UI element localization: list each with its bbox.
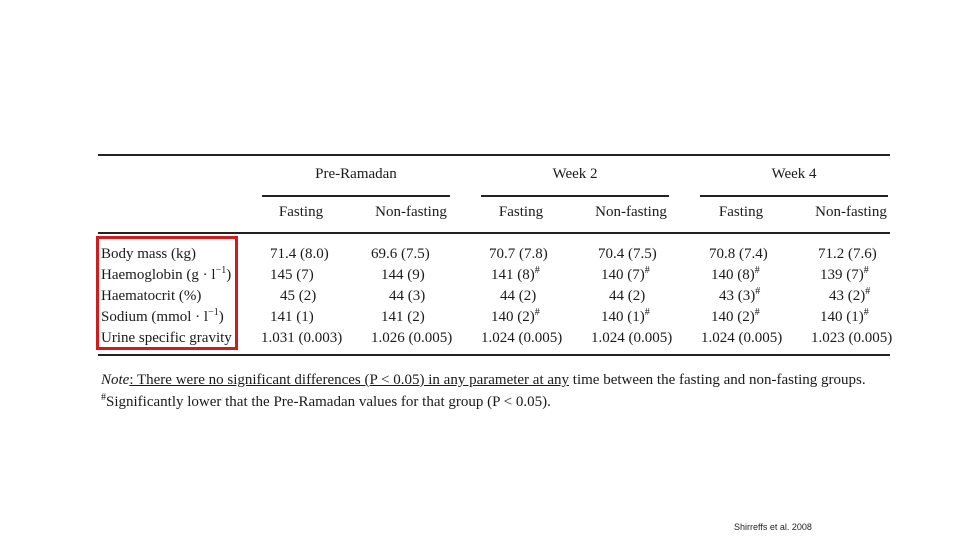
citation: Shirreffs et al. 2008 [734,522,812,532]
table-cell: 139 (7)# [820,265,869,284]
group-underline [481,195,669,197]
table-cell: 1.026 (0.005) [371,330,453,346]
table-cell: 141 (8)# [491,265,540,284]
table-cell: 69.6 (7.5) [371,246,430,262]
table-cell: 140 (2)# [711,307,760,326]
table-cell: 43 (2)# [829,286,871,305]
subheader-non-fasting: Non-fasting [375,204,447,220]
significance-mark: # [534,265,540,276]
table-row: Haemoglobin (g · l−1) 145 (7) 144 (9) 14… [101,265,891,288]
row-label: Haemoglobin (g · l−1) [101,265,232,284]
table-cell: 140 (8)# [711,265,760,284]
table-cell: 44 (3) [389,288,426,304]
table-cell: 1.024 (0.005) [591,330,673,346]
table-row: Haematocrit (%) 45 (2) 44 (3) 44 (2) 44 … [101,286,891,309]
significance-mark: # [644,307,650,318]
table-cell: 1.024 (0.005) [481,330,563,346]
group-header-pre-ramadan: Pre-Ramadan [315,166,397,182]
table-cell: 140 (7)# [601,265,650,284]
group-header-week-2: Week 2 [552,166,598,182]
table-row: Urine specific gravity 1.031 (0.003) 1.0… [101,330,893,351]
table-cell: 44 (2) [500,288,537,304]
table-row: Body mass (kg) 71.4 (8.0) 69.6 (7.5) 70.… [101,246,891,267]
table-cell: 141 (1) [270,309,314,325]
group-underline [700,195,888,197]
row-label: Sodium (mmol · l−1) [101,307,224,326]
subheader-non-fasting: Non-fasting [815,204,887,220]
table-top-rule [98,154,890,156]
significance-mark: # [863,307,869,318]
subheader-fasting: Fasting [718,204,764,220]
table-cell: 1.024 (0.005) [701,330,783,346]
highlight-box [96,236,238,350]
table-cell: 145 (7) [270,267,314,283]
table-bottom-rule [98,354,890,356]
table-row: Sodium (mmol · l−1) 141 (1) 141 (2) 140 … [101,307,891,330]
table-cell: 70.4 (7.5) [598,246,657,262]
table-cell: 70.7 (7.8) [489,246,548,262]
table-cell: 70.8 (7.4) [709,246,768,262]
subheader-non-fasting: Non-fasting [595,204,667,220]
table-cell: 1.031 (0.003) [261,330,343,346]
row-label: Urine specific gravity [101,330,232,346]
significance-mark: # [754,265,760,276]
significance-mark: # [534,307,540,318]
group-header-week-4: Week 4 [771,166,817,182]
table-header-rule [98,232,890,234]
significance-mark: # [754,307,760,318]
subheader-fasting: Fasting [278,204,324,220]
significance-mark: # [644,265,650,276]
row-label: Haematocrit (%) [101,288,202,304]
table-cell: 1.023 (0.005) [811,330,893,346]
significance-mark: # [863,265,869,276]
significance-mark: # [755,286,761,297]
table-cell: 141 (2) [381,309,425,325]
table-cell: 140 (1)# [820,307,869,326]
table-cell: 45 (2) [280,288,317,304]
significance-mark: # [865,286,871,297]
row-label: Body mass (kg) [101,246,196,262]
table-cell: 44 (2) [609,288,646,304]
table-note: Note: There were no significant differen… [101,372,866,388]
table-cell: 144 (9) [381,267,425,283]
significance-mark: # [101,392,106,403]
table-cell: 140 (1)# [601,307,650,326]
table-cell: 71.2 (7.6) [818,246,877,262]
group-underline [262,195,450,197]
table-cell: 43 (3)# [719,286,761,305]
subheader-fasting: Fasting [498,204,544,220]
table-cell: 140 (2)# [491,307,540,326]
table-cell: 71.4 (8.0) [270,246,329,262]
table-footnote: #Significantly lower that the Pre-Ramada… [101,392,551,411]
